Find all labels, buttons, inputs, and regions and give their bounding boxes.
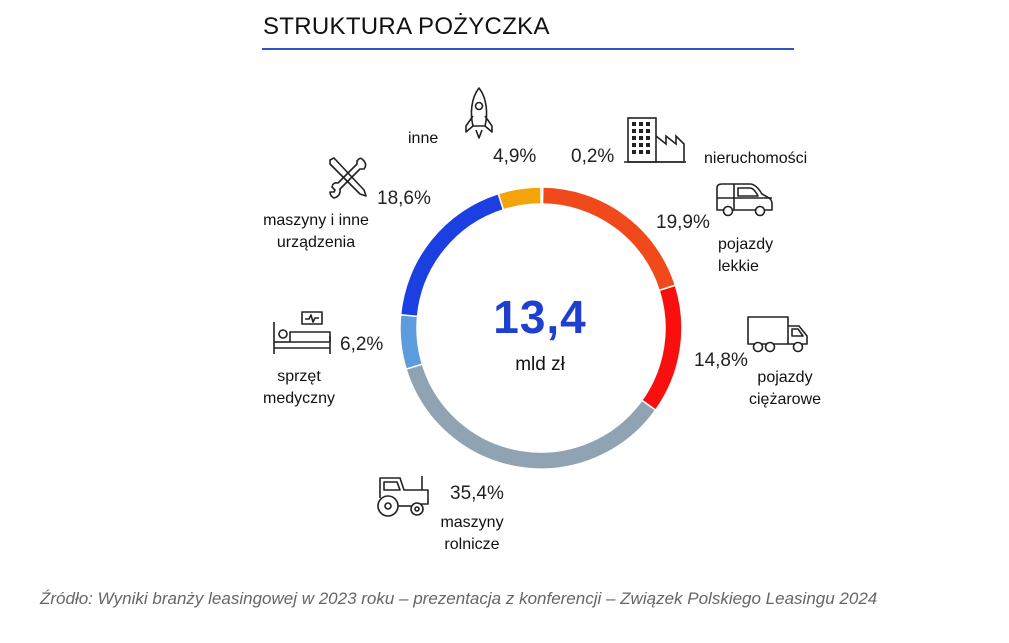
category-label-pojazdy-lekkie: pojazdy lekkie (718, 234, 773, 278)
tractor-icon (377, 476, 429, 517)
office-building-icon (624, 117, 686, 163)
center-total-value: 13,4 (493, 291, 587, 343)
category-label-nieruchomosci: nieruchomości (704, 150, 808, 167)
chart-title: STRUKTURA POŻYCZKA (263, 13, 550, 40)
label-line: pojazdy (718, 236, 774, 253)
truck-icon (747, 316, 808, 353)
data-label-sprzet-medyczny: 6,2% (340, 334, 384, 355)
data-label-pojazdy-lekkie: 19,9% (656, 212, 710, 233)
tools-icon (329, 157, 367, 199)
category-label-inne: inne (408, 130, 439, 147)
category-label-maszyny-inne: maszyny i inne urządzenia (248, 210, 384, 254)
source-note: Źródło: Wyniki branży leasingowej w 2023… (40, 589, 878, 608)
category-label-pojazdy-ciezarowe: pojazdy ciężarowe (749, 367, 821, 411)
data-label-maszyny-inne: 18,6% (377, 188, 431, 209)
van-icon (716, 183, 773, 217)
label-line: lekkie (718, 258, 759, 275)
label-line: urządzenia (276, 234, 356, 251)
donut-slice-4 (399, 313, 424, 370)
label-line: maszyny i inne (263, 212, 369, 229)
label-line: ciężarowe (749, 391, 822, 408)
hospital-bed-icon (273, 311, 331, 354)
label-line: medyczny (262, 390, 336, 407)
donut-slice-2 (640, 284, 683, 412)
data-label-inne: 4,9% (493, 146, 537, 167)
donut-slice-3 (405, 363, 657, 470)
title-underline (262, 48, 794, 50)
data-label-pojazdy-ciezarowe: 14,8% (694, 350, 748, 371)
donut-slice-1 (541, 186, 677, 292)
rocket-icon (465, 87, 493, 139)
data-label-maszyny-rolnicze: 35,4% (450, 483, 504, 504)
label-line: pojazdy (757, 369, 813, 386)
donut-slice-6 (497, 186, 542, 211)
data-label-nieruchomosci: 0,2% (571, 146, 615, 167)
label-line: sprzęt (277, 368, 321, 385)
center-total-unit: mld zł (515, 354, 565, 375)
label-line: rolnicze (444, 536, 500, 553)
category-label-sprzet-medyczny: sprzęt medyczny (258, 366, 340, 410)
category-label-maszyny-rolnicze: maszyny rolnicze (436, 512, 508, 556)
label-line: maszyny (440, 514, 504, 531)
